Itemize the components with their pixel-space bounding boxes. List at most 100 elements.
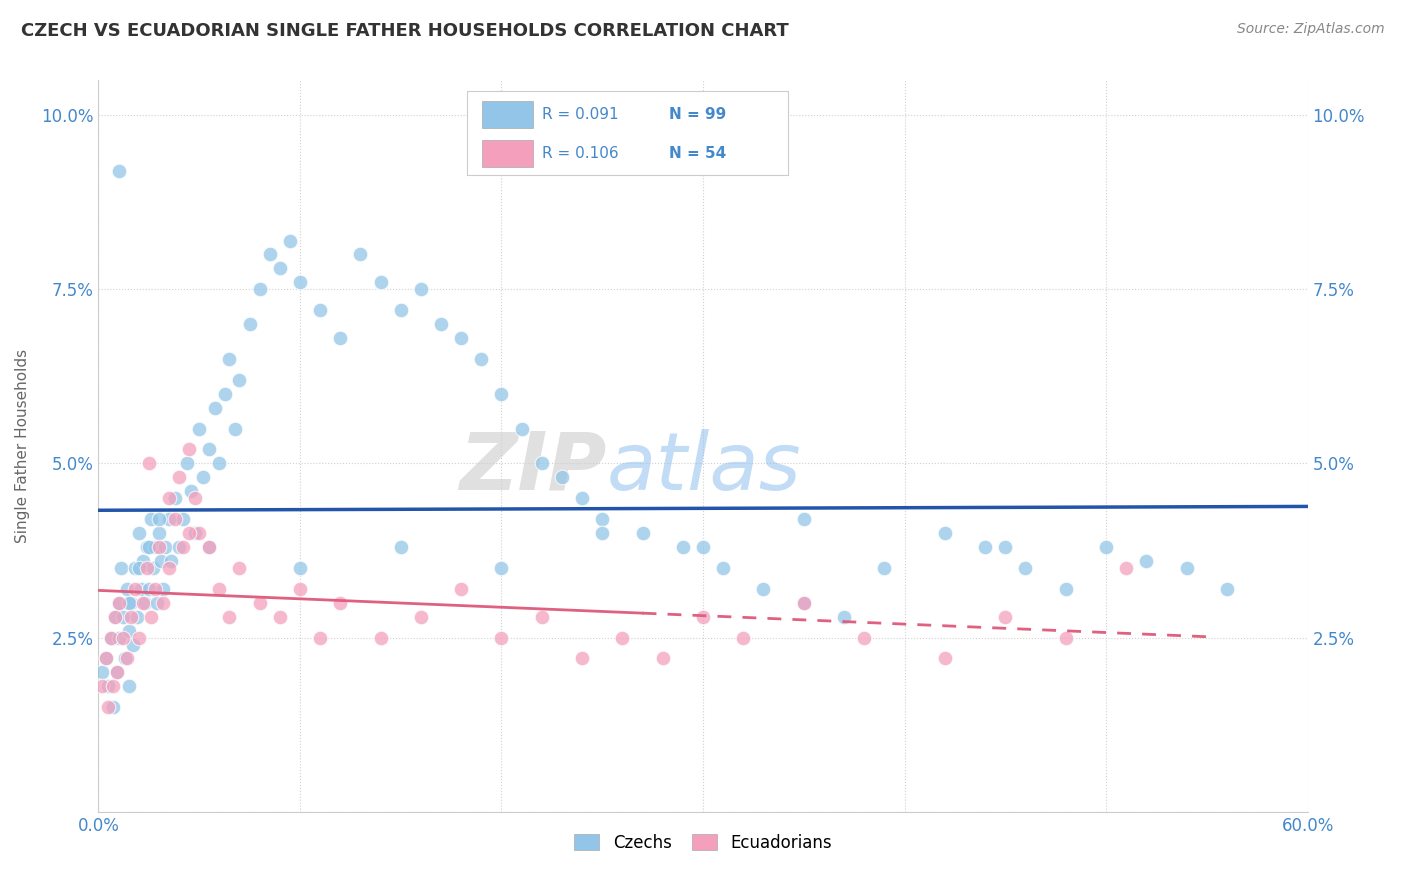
Point: [530, 457, 553, 471]
Point: [793, 596, 815, 610]
Point: [149, 554, 172, 568]
FancyBboxPatch shape: [482, 102, 533, 128]
Point: [269, 609, 291, 624]
Point: [172, 512, 194, 526]
Point: [103, 609, 125, 624]
Point: [1014, 561, 1036, 575]
Point: [934, 651, 956, 665]
Point: [329, 331, 352, 345]
Point: [152, 596, 174, 610]
Point: [167, 470, 190, 484]
Text: ZIP: ZIP: [458, 429, 606, 507]
Point: [571, 491, 593, 506]
Point: [101, 700, 124, 714]
Point: [176, 457, 198, 471]
Point: [249, 596, 271, 610]
Point: [218, 609, 240, 624]
Point: [110, 561, 132, 575]
Point: [138, 540, 160, 554]
Point: [491, 631, 513, 645]
Point: [631, 526, 654, 541]
Point: [329, 596, 352, 610]
Point: [288, 275, 311, 289]
Point: [470, 351, 492, 366]
Point: [198, 540, 221, 554]
Point: [184, 491, 207, 506]
Point: [103, 609, 125, 624]
Point: [179, 526, 201, 541]
Point: [148, 526, 170, 541]
Point: [128, 631, 150, 645]
Point: [974, 540, 997, 554]
Point: [1115, 561, 1137, 575]
Point: [832, 609, 855, 624]
Point: [91, 665, 114, 680]
Point: [100, 631, 122, 645]
Point: [994, 540, 1017, 554]
Point: [118, 596, 141, 610]
Point: [228, 561, 250, 575]
Point: [1095, 540, 1118, 554]
Point: [148, 512, 170, 526]
Point: [193, 470, 215, 484]
Text: N = 99: N = 99: [669, 107, 727, 122]
Point: [204, 401, 226, 415]
Point: [142, 561, 165, 575]
Legend: Czechs, Ecuadorians: Czechs, Ecuadorians: [568, 827, 838, 858]
Point: [450, 582, 472, 596]
Point: [591, 512, 613, 526]
Point: [571, 651, 593, 665]
Point: [160, 554, 183, 568]
Point: [107, 164, 129, 178]
Point: [121, 638, 143, 652]
Point: [97, 700, 120, 714]
Point: [132, 596, 155, 610]
Point: [1175, 561, 1198, 575]
Point: [370, 631, 392, 645]
Text: atlas: atlas: [606, 429, 801, 507]
Point: [111, 609, 134, 624]
Point: [157, 512, 180, 526]
Point: [208, 457, 231, 471]
Point: [134, 596, 156, 610]
Point: [114, 651, 136, 665]
Point: [309, 631, 332, 645]
Point: [157, 491, 180, 506]
Point: [96, 651, 118, 665]
Point: [167, 540, 190, 554]
Point: [105, 665, 128, 680]
Point: [218, 351, 240, 366]
Point: [139, 609, 162, 624]
Point: [118, 624, 141, 638]
Point: [96, 651, 118, 665]
Point: [198, 540, 221, 554]
Point: [692, 609, 714, 624]
Point: [120, 609, 142, 624]
Point: [530, 609, 553, 624]
Point: [692, 540, 714, 554]
Point: [389, 540, 412, 554]
Point: [198, 442, 221, 457]
Point: [128, 561, 150, 575]
Text: R = 0.091: R = 0.091: [543, 107, 619, 122]
Point: [208, 582, 231, 596]
Point: [124, 561, 146, 575]
Point: [188, 526, 211, 541]
Point: [551, 470, 574, 484]
Point: [349, 247, 371, 261]
Point: [853, 631, 876, 645]
Point: [153, 540, 176, 554]
Point: [172, 540, 194, 554]
Point: [1054, 582, 1077, 596]
Point: [224, 421, 246, 435]
Point: [672, 540, 695, 554]
Point: [129, 582, 152, 596]
Point: [934, 526, 956, 541]
Point: [146, 596, 169, 610]
Point: [430, 317, 453, 331]
Point: [138, 457, 160, 471]
Point: [370, 275, 392, 289]
Point: [188, 421, 211, 435]
Point: [101, 679, 124, 693]
Point: [184, 526, 207, 541]
